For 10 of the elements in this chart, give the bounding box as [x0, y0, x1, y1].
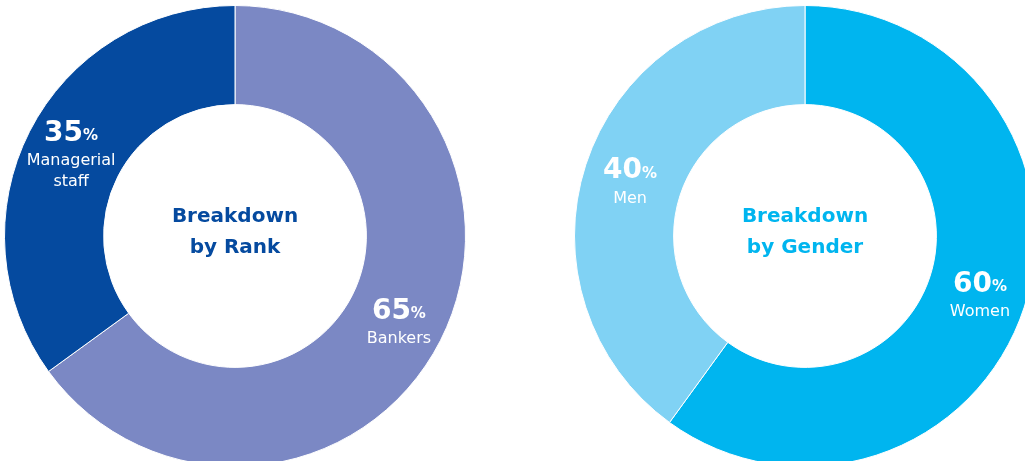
text: Breakdown by Gender — [741, 203, 869, 258]
slice-label: Women — [949, 301, 1011, 321]
data-label: 40% — [603, 152, 658, 186]
slice-label: Men — [613, 187, 647, 207]
data-label: 60% — [952, 265, 1007, 299]
slice-label: Managerial staff — [26, 150, 116, 191]
data-label: 65% — [371, 292, 426, 326]
text: Breakdown by Rank — [171, 203, 299, 258]
data-label: 35% — [44, 114, 99, 148]
slice-label: Bankers — [366, 328, 432, 348]
